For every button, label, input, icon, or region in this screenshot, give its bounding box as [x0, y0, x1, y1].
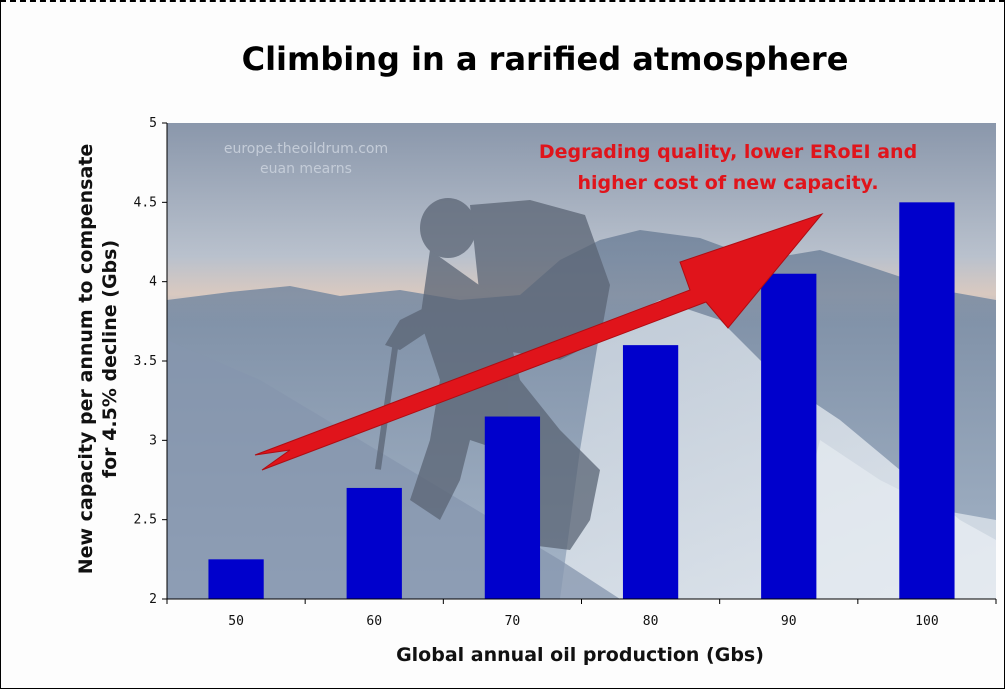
x-axis-label: Global annual oil production (Gbs)	[396, 644, 764, 666]
y-tick-label-4.5: 4.5	[134, 195, 157, 210]
x-tick-label-100: 100	[915, 614, 938, 629]
x-tick-label-80: 80	[643, 614, 659, 629]
x-tick-label-90: 90	[781, 614, 797, 629]
x-tick-label-70: 70	[505, 614, 521, 629]
watermark-line-2: euan mearns	[260, 161, 352, 177]
chart-title: Climbing in a rarified atmosphere	[242, 40, 849, 78]
bar-70	[484, 416, 541, 599]
x-tick-label-50: 50	[228, 614, 244, 629]
background-photo	[167, 123, 996, 599]
y-tick-label-3.5: 3.5	[134, 354, 157, 369]
annotation-line-2: higher cost of new capacity.	[577, 172, 878, 194]
bar-60	[346, 487, 402, 599]
bars-group	[208, 202, 955, 600]
y-tick-label-2.5: 2.5	[134, 513, 157, 528]
bar-100	[899, 202, 955, 600]
bar-80	[622, 345, 679, 599]
y-tick-label-5: 5	[149, 116, 157, 131]
axes-group: 50 60 70 80 90 100 2 2.5 3 3.5 4 4.5 5	[134, 116, 997, 629]
watermark-line-1: europe.theoildrum.com	[224, 141, 388, 157]
y-tick-label-4: 4	[149, 275, 157, 290]
annotation-line-1: Degrading quality, lower ERoEI and	[539, 141, 917, 163]
climber-silhouette	[374, 198, 610, 550]
y-tick-label-2: 2	[149, 592, 157, 607]
y-axis-label-line-1: New capacity per annum to compensate	[75, 144, 97, 575]
trend-arrow	[254, 212, 824, 471]
y-tick-label-3: 3	[149, 433, 157, 448]
y-axis-label-line-2: for 4.5% decline (Gbs)	[99, 240, 121, 478]
bar-90	[761, 273, 817, 599]
x-tick-label-60: 60	[366, 614, 382, 629]
bar-50	[208, 559, 264, 599]
